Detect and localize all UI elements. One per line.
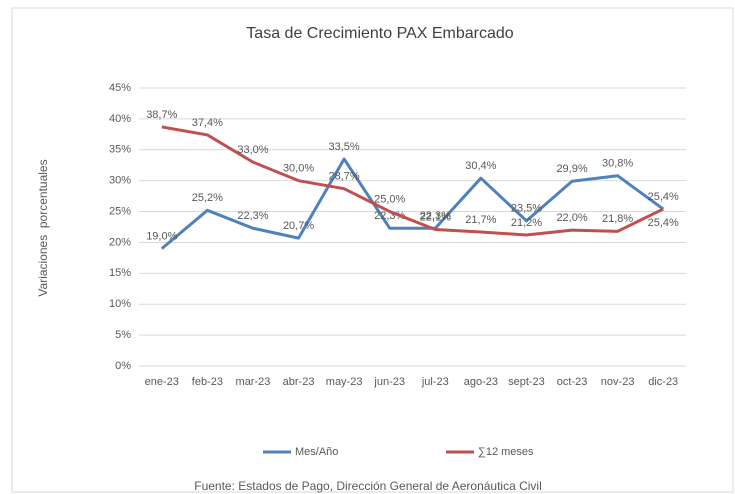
data-label: 25,0%	[374, 193, 405, 205]
data-label: 38,7%	[146, 109, 177, 121]
y-tick-label: 15%	[109, 267, 131, 279]
y-tick-label: 25%	[109, 205, 131, 217]
data-line	[161, 125, 664, 237]
data-label: 19,0%	[146, 231, 177, 243]
x-tick-label: jul-23	[421, 376, 449, 388]
legend-label: Mes/Año	[295, 446, 338, 458]
data-label: 30,4%	[465, 160, 496, 172]
data-label: 30,0%	[283, 163, 314, 175]
data-label: 25,2%	[192, 192, 223, 204]
data-label: 33,5%	[329, 141, 360, 153]
data-label: 22,3%	[420, 210, 451, 222]
data-label: 22,1%	[420, 211, 451, 223]
y-axis-label: Variaciones porcentuales	[36, 159, 50, 296]
x-tick-label: jun-23	[373, 376, 405, 388]
x-tick-label: nov-23	[601, 376, 635, 388]
x-tick-label: may-23	[326, 376, 363, 388]
data-label: 22,3%	[237, 210, 268, 222]
data-label: 21,2%	[511, 217, 542, 229]
data-label: 25,4%	[648, 217, 679, 229]
chart-frame	[11, 7, 734, 493]
data-label: 21,8%	[602, 213, 633, 225]
data-label: 28,7%	[329, 171, 360, 183]
x-tick-label: mar-23	[236, 376, 271, 388]
y-tick-label: 10%	[109, 298, 131, 310]
x-tick-label: ene-23	[145, 376, 179, 388]
data-label: 29,9%	[556, 163, 587, 175]
data-label: 22,0%	[556, 212, 587, 224]
data-label: 25,4%	[648, 191, 679, 203]
data-label: 23,5%	[511, 203, 542, 215]
x-tick-label: ago-23	[464, 376, 498, 388]
chart-title: Tasa de Crecimiento PAX Embarcado	[246, 25, 513, 42]
y-tick-label: 20%	[109, 236, 131, 248]
x-tick-label: abr-23	[283, 376, 315, 388]
y-tick-label: 5%	[115, 329, 131, 341]
y-tick-label: 35%	[109, 144, 131, 156]
legend-label: ∑12 meses	[478, 446, 534, 458]
data-label: 21,7%	[465, 214, 496, 226]
data-label: 20,7%	[283, 220, 314, 232]
y-tick-label: 0%	[115, 360, 131, 372]
y-tick-label: 30%	[109, 175, 131, 187]
y-tick-label: 40%	[109, 113, 131, 125]
x-tick-label: oct-23	[557, 376, 588, 388]
data-label: 37,4%	[192, 117, 223, 129]
data-line	[160, 157, 665, 250]
y-tick-label: 45%	[109, 82, 131, 94]
x-tick-label: feb-23	[192, 376, 223, 388]
x-tick-label: sept-23	[508, 376, 545, 388]
source-note: Fuente: Estados de Pago, Dirección Gener…	[194, 479, 542, 493]
data-label: 30,8%	[602, 158, 633, 170]
x-tick-label: dic-23	[648, 376, 678, 388]
data-label: 33,0%	[237, 144, 268, 156]
